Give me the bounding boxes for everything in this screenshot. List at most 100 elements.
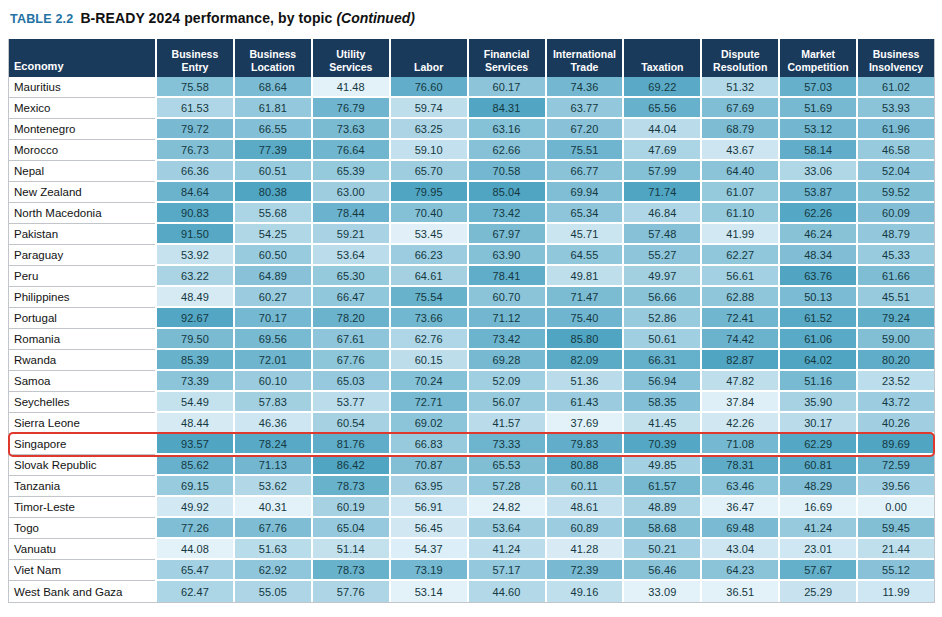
value-cell-financial-services: 41.24: [467, 539, 545, 560]
value-cell-market-competition: 16.69: [778, 497, 856, 518]
value-cell-business-location: 53.62: [233, 476, 311, 497]
value-cell-business-entry: 90.83: [155, 203, 233, 224]
value-cell-labor: 73.66: [389, 308, 467, 329]
column-header-economy: Economy: [9, 39, 155, 77]
value-cell-international-trade: 41.28: [545, 539, 623, 560]
table-row-rwanda: Rwanda85.3972.0167.7660.1569.2882.0966.3…: [9, 350, 934, 371]
value-cell-business-insolvency: 61.66: [856, 266, 934, 287]
value-cell-market-competition: 53.12: [778, 119, 856, 140]
table-row-samoa: Samoa73.3960.1065.0370.2452.0951.3656.94…: [9, 371, 934, 392]
value-cell-business-entry: 49.92: [155, 497, 233, 518]
value-cell-dispute-resolution: 36.47: [700, 497, 778, 518]
value-cell-business-entry: 54.49: [155, 392, 233, 413]
value-cell-taxation: 50.61: [622, 329, 700, 350]
value-cell-financial-services: 24.82: [467, 497, 545, 518]
value-cell-labor: 73.19: [389, 560, 467, 581]
value-cell-market-competition: 48.34: [778, 245, 856, 266]
value-cell-utility-services: 78.73: [311, 476, 389, 497]
value-cell-international-trade: 60.11: [545, 476, 623, 497]
economy-cell: Paraguay: [9, 245, 155, 266]
value-cell-business-insolvency: 11.99: [856, 581, 934, 602]
value-cell-international-trade: 71.47: [545, 287, 623, 308]
economy-cell: Timor-Leste: [9, 497, 155, 518]
value-cell-business-insolvency: 39.56: [856, 476, 934, 497]
table-number-label: TABLE 2.2: [10, 12, 73, 26]
value-cell-utility-services: 41.48: [311, 77, 389, 98]
economy-cell: Seychelles: [9, 392, 155, 413]
value-cell-labor: 56.45: [389, 518, 467, 539]
value-cell-business-location: 70.17: [233, 308, 311, 329]
table-row-morocco: Morocco76.7377.3976.6459.1062.6675.5147.…: [9, 140, 934, 161]
value-cell-business-insolvency: 46.58: [856, 140, 934, 161]
value-cell-financial-services: 70.58: [467, 161, 545, 182]
value-cell-market-competition: 53.87: [778, 182, 856, 203]
value-cell-taxation: 33.09: [622, 581, 700, 602]
value-cell-business-insolvency: 45.51: [856, 287, 934, 308]
value-cell-utility-services: 65.03: [311, 371, 389, 392]
value-cell-dispute-resolution: 82.87: [700, 350, 778, 371]
value-cell-utility-services: 53.64: [311, 245, 389, 266]
value-cell-international-trade: 69.94: [545, 182, 623, 203]
value-cell-labor: 75.54: [389, 287, 467, 308]
value-cell-dispute-resolution: 37.84: [700, 392, 778, 413]
column-header-international-trade: International Trade: [545, 39, 623, 77]
value-cell-international-trade: 75.51: [545, 140, 623, 161]
value-cell-business-location: 69.56: [233, 329, 311, 350]
value-cell-taxation: 61.57: [622, 476, 700, 497]
value-cell-business-insolvency: 61.02: [856, 77, 934, 98]
value-cell-market-competition: 63.76: [778, 266, 856, 287]
value-cell-business-insolvency: 53.93: [856, 98, 934, 119]
economy-cell: Philippines: [9, 287, 155, 308]
value-cell-utility-services: 76.64: [311, 140, 389, 161]
value-cell-utility-services: 57.76: [311, 581, 389, 602]
value-cell-utility-services: 67.61: [311, 329, 389, 350]
table-row-nepal: Nepal66.3660.5165.3965.7070.5866.7757.99…: [9, 161, 934, 182]
value-cell-labor: 72.71: [389, 392, 467, 413]
value-cell-business-entry: 84.64: [155, 182, 233, 203]
value-cell-business-entry: 61.53: [155, 98, 233, 119]
value-cell-business-location: 55.68: [233, 203, 311, 224]
economy-cell: Portugal: [9, 308, 155, 329]
value-cell-labor: 59.74: [389, 98, 467, 119]
value-cell-business-insolvency: 89.69: [856, 434, 934, 455]
value-cell-financial-services: 62.66: [467, 140, 545, 161]
value-cell-business-insolvency: 23.52: [856, 371, 934, 392]
value-cell-financial-services: 73.42: [467, 329, 545, 350]
value-cell-international-trade: 48.61: [545, 497, 623, 518]
value-cell-labor: 76.60: [389, 77, 467, 98]
table-title: TABLE 2.2B-READY 2024 performance, by to…: [10, 10, 942, 26]
value-cell-international-trade: 80.88: [545, 455, 623, 476]
value-cell-utility-services: 73.63: [311, 119, 389, 140]
value-cell-international-trade: 85.80: [545, 329, 623, 350]
value-cell-utility-services: 67.76: [311, 350, 389, 371]
value-cell-business-location: 55.05: [233, 581, 311, 602]
value-cell-market-competition: 35.90: [778, 392, 856, 413]
economy-cell: Togo: [9, 518, 155, 539]
value-cell-financial-services: 78.41: [467, 266, 545, 287]
economy-cell: Romania: [9, 329, 155, 350]
value-cell-international-trade: 60.89: [545, 518, 623, 539]
value-cell-business-entry: 77.26: [155, 518, 233, 539]
economy-cell: Sierra Leone: [9, 413, 155, 434]
value-cell-business-location: 51.63: [233, 539, 311, 560]
table-row-seychelles: Seychelles54.4957.8353.7772.7156.0761.43…: [9, 392, 934, 413]
value-cell-market-competition: 61.52: [778, 308, 856, 329]
value-cell-dispute-resolution: 43.04: [700, 539, 778, 560]
value-cell-dispute-resolution: 61.07: [700, 182, 778, 203]
value-cell-business-insolvency: 21.44: [856, 539, 934, 560]
value-cell-dispute-resolution: 71.08: [700, 434, 778, 455]
column-header-labor: Labor: [389, 39, 467, 77]
value-cell-business-entry: 69.15: [155, 476, 233, 497]
value-cell-market-competition: 51.16: [778, 371, 856, 392]
economy-cell: Mauritius: [9, 77, 155, 98]
value-cell-utility-services: 86.42: [311, 455, 389, 476]
value-cell-dispute-resolution: 61.10: [700, 203, 778, 224]
value-cell-business-location: 62.92: [233, 560, 311, 581]
value-cell-business-insolvency: 59.00: [856, 329, 934, 350]
value-cell-financial-services: 41.57: [467, 413, 545, 434]
value-cell-international-trade: 82.09: [545, 350, 623, 371]
value-cell-dispute-resolution: 72.41: [700, 308, 778, 329]
table-continued-note: (Continued): [336, 10, 415, 26]
value-cell-international-trade: 61.43: [545, 392, 623, 413]
value-cell-business-insolvency: 72.59: [856, 455, 934, 476]
